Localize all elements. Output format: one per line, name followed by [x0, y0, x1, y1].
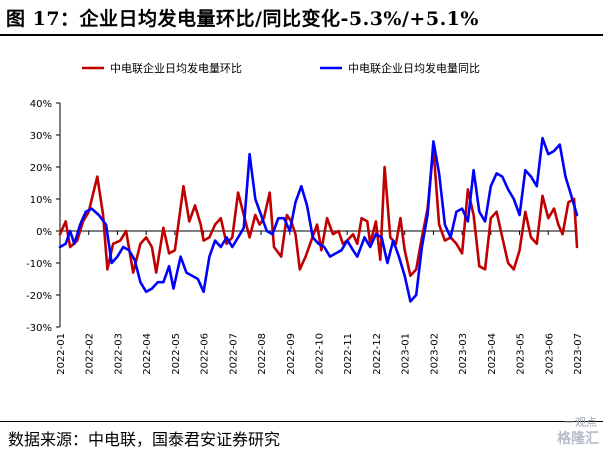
x-tick-label: 2023-06	[544, 333, 555, 375]
series-line-mom	[58, 146, 579, 278]
y-tick-label: 10%	[30, 195, 52, 206]
x-tick-label: 2022-09	[286, 333, 297, 375]
x-tick-label: 2023-04	[487, 333, 498, 375]
legend-label: 中电联企业日均发电量同比	[348, 61, 480, 75]
y-tick-label: 0%	[36, 227, 52, 238]
y-tick-label: -30%	[26, 323, 52, 334]
line-chart: 中电联企业日均发电量环比 中电联企业日均发电量同比 -30% -20% -10% 0% 1…	[26, 61, 584, 375]
series-line-yoy	[58, 136, 579, 303]
x-tick-label: 2022-02	[85, 333, 96, 375]
series-layer	[58, 136, 579, 303]
x-tick-label: 2023-01	[401, 333, 412, 375]
x-tick-label: 2023-05	[516, 333, 527, 375]
legend-label: 中电联企业日均发电量环比	[110, 61, 242, 75]
watermark-text: 一观点	[564, 416, 597, 429]
y-tick-label: -10%	[26, 259, 52, 270]
x-tick-label: 2023-03	[458, 333, 469, 375]
x-tick-label: 2022-10	[315, 333, 326, 375]
x-tick-label: 2022-06	[200, 333, 211, 375]
y-tick-label: 20%	[30, 163, 52, 174]
source-note: 数据来源：中电联，国泰君安证券研究	[8, 430, 281, 449]
y-tick-label: -20%	[26, 291, 52, 302]
x-tick-label: 2022-12	[372, 333, 383, 375]
x-tick-label: 2022-04	[142, 333, 153, 375]
x-tick-label: 2022-07	[228, 333, 239, 375]
watermark-logo: 格隆汇	[557, 431, 599, 447]
x-tick-label: 2022-01	[56, 333, 67, 375]
title-rule	[0, 34, 603, 36]
x-tick-label: 2023-02	[429, 333, 440, 375]
chart-legend: 中电联企业日均发电量环比 中电联企业日均发电量同比	[82, 61, 480, 75]
y-tick-label: 30%	[30, 131, 52, 142]
x-tick-label: 2022-03	[113, 333, 124, 375]
x-tick-label: 2023-07	[573, 333, 584, 375]
chart-axes: -30% -20% -10% 0% 10% 20% 30% 40% 2022-01 2022-02…	[26, 99, 584, 375]
source-rule	[0, 421, 603, 422]
x-tick-label: 2022-05	[171, 333, 182, 375]
y-tick-label: 40%	[30, 99, 52, 110]
x-tick-label: 2022-08	[257, 333, 268, 375]
x-tick-label: 2022-11	[343, 333, 354, 375]
figure-title: 图 17：企业日均发电量环比/同比变化-5.3%/+5.1%	[6, 8, 479, 30]
